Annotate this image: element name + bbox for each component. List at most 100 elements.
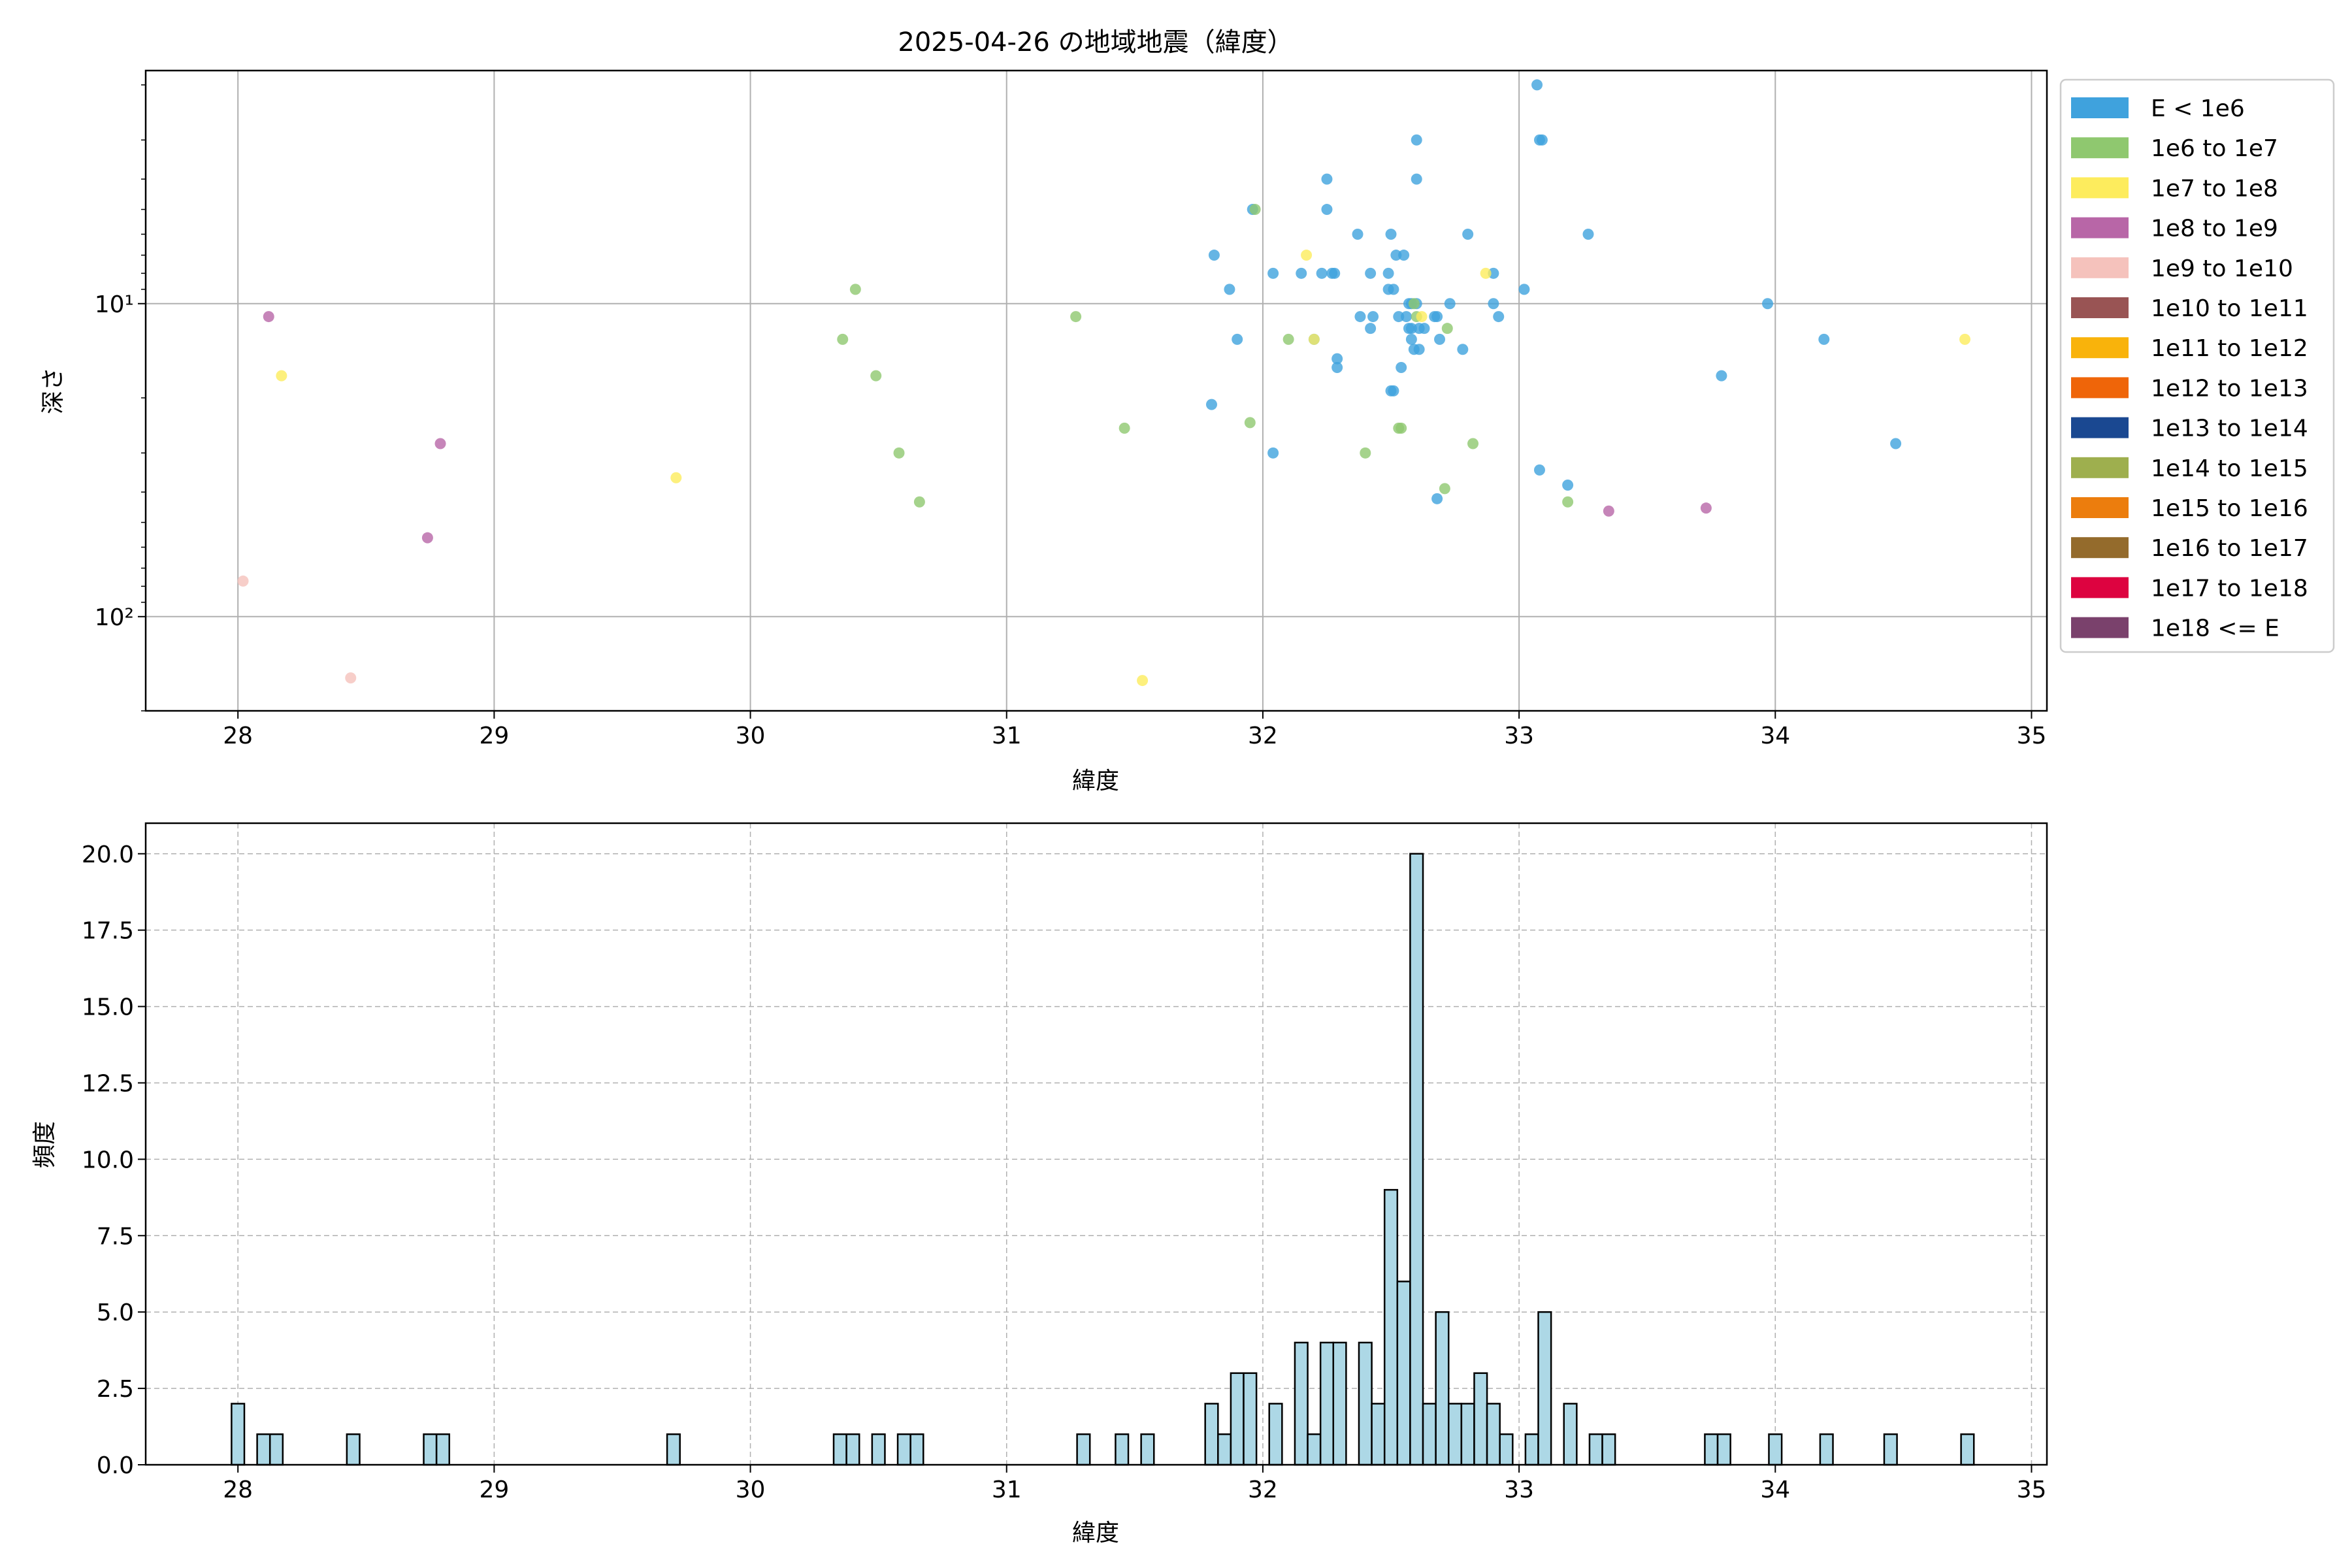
scatter-point [837, 333, 849, 345]
scatter-point [893, 447, 905, 459]
legend-swatch [2071, 377, 2129, 399]
histogram-bar [1819, 1433, 1834, 1466]
scatter-point [1488, 267, 1499, 279]
legend-swatch [2071, 257, 2129, 278]
scatter-point [670, 472, 682, 483]
legend-swatch [2071, 217, 2129, 238]
scatter-point [1408, 298, 1420, 310]
histogram-bar [1422, 1403, 1437, 1466]
histogram-x-tick-label: 32 [1248, 1477, 1278, 1503]
scatter-point [849, 284, 861, 295]
scatter-y-tick-label: 10² [95, 604, 134, 631]
scatter-point [1405, 323, 1417, 335]
legend-label: E < 1e6 [2151, 95, 2245, 122]
scatter-point [1562, 479, 1574, 491]
legend-label: 1e14 to 1e15 [2151, 455, 2308, 482]
histogram-y-axis-label: 頻度 [31, 1121, 58, 1168]
scatter-point [1959, 333, 1971, 345]
legend-swatch [2071, 137, 2129, 159]
scatter-point [1418, 323, 1430, 335]
scatter-point [1431, 493, 1443, 504]
scatter-point [1137, 675, 1149, 687]
histogram-bar [871, 1433, 886, 1466]
scatter-point [1536, 134, 1548, 146]
histogram-x-tick-label: 35 [2017, 1477, 2047, 1503]
scatter-point [1416, 311, 1428, 323]
scatter-point [1762, 298, 1774, 310]
histogram-x-tick-label: 31 [992, 1477, 1022, 1503]
scatter-y-tick-label: 10¹ [95, 291, 134, 318]
histogram-bar [1383, 1188, 1399, 1466]
histogram-y-tick-label: 5.0 [97, 1299, 134, 1326]
scatter-x-tick-label: 34 [1760, 723, 1790, 749]
histogram-bar [896, 1433, 911, 1466]
histogram-bar [845, 1433, 860, 1466]
histogram-bar [1473, 1372, 1488, 1466]
histogram-bar [1435, 1311, 1450, 1466]
histogram-bar [1115, 1433, 1130, 1466]
scatter-y-axis-label: 深さ [40, 367, 67, 414]
scatter-point [1224, 284, 1235, 295]
scatter-point [1390, 250, 1402, 261]
scatter-point [1582, 228, 1594, 240]
histogram-bar [1230, 1372, 1245, 1466]
legend-label: 1e13 to 1e14 [2151, 416, 2308, 442]
histogram-bar [1883, 1433, 1898, 1466]
scatter-point [1700, 502, 1712, 514]
histogram-bar [1448, 1403, 1463, 1466]
histogram-y-tick-label: 0.0 [97, 1452, 134, 1479]
histogram-bar [423, 1433, 438, 1466]
histogram-y-tick-label: 7.5 [97, 1223, 134, 1250]
histogram-y-tick-label: 10.0 [82, 1147, 134, 1173]
scatter-x-tick-label: 33 [1504, 723, 1534, 749]
histogram-x-tick-label: 34 [1760, 1477, 1790, 1503]
scatter-point [1329, 267, 1341, 279]
histogram-bar [1268, 1403, 1283, 1466]
legend-swatch [2071, 617, 2129, 638]
histogram-bar [666, 1433, 681, 1466]
scatter-grid [146, 71, 2047, 711]
histogram-x-tick-label: 30 [736, 1477, 766, 1503]
scatter-x-tick-label: 30 [736, 723, 766, 749]
scatter-point [1431, 311, 1443, 323]
scatter-point [1367, 311, 1379, 323]
scatter-point [1716, 370, 1727, 382]
scatter-point [1244, 417, 1256, 429]
legend-label: 1e17 to 1e18 [2151, 575, 2308, 602]
histogram-bar [256, 1433, 271, 1466]
scatter-point [1360, 447, 1371, 459]
histogram-bar [1716, 1433, 1731, 1466]
scatter-point [1249, 204, 1261, 216]
histogram-bar [1307, 1433, 1322, 1466]
histogram-bar [1294, 1341, 1309, 1466]
scatter-x-tick-label: 29 [479, 723, 509, 749]
histogram-x-tick-label: 29 [479, 1477, 509, 1503]
scatter-point [1296, 267, 1307, 279]
scatter-point [276, 370, 287, 382]
legend-label: 1e16 to 1e17 [2151, 535, 2308, 562]
scatter-point [1388, 284, 1399, 295]
histogram-bar [909, 1433, 924, 1466]
scatter-point [1411, 173, 1422, 185]
scatter-point [1398, 250, 1410, 261]
histogram-bar [1409, 853, 1424, 1466]
scatter-point [1331, 353, 1343, 365]
scatter-point [1267, 447, 1279, 459]
scatter-x-tick-label: 32 [1248, 723, 1278, 749]
histogram-bar [1499, 1433, 1514, 1466]
scatter-point [1365, 267, 1377, 279]
scatter-point [1331, 362, 1343, 374]
histogram-y-tick-label: 17.5 [82, 918, 134, 945]
scatter-point [1518, 284, 1530, 295]
scatter-y-ticks: 10¹ 10² [95, 84, 146, 711]
histogram-bars [231, 853, 1975, 1466]
histogram-bar [1537, 1311, 1552, 1466]
legend-label: 1e15 to 1e16 [2151, 495, 2308, 522]
histogram-bar [1588, 1433, 1603, 1466]
histogram-bar [1486, 1403, 1501, 1466]
scatter-point [1439, 483, 1450, 495]
histogram-bar [1601, 1433, 1616, 1466]
histogram-bar [1704, 1433, 1719, 1466]
histogram-bar [231, 1403, 246, 1466]
